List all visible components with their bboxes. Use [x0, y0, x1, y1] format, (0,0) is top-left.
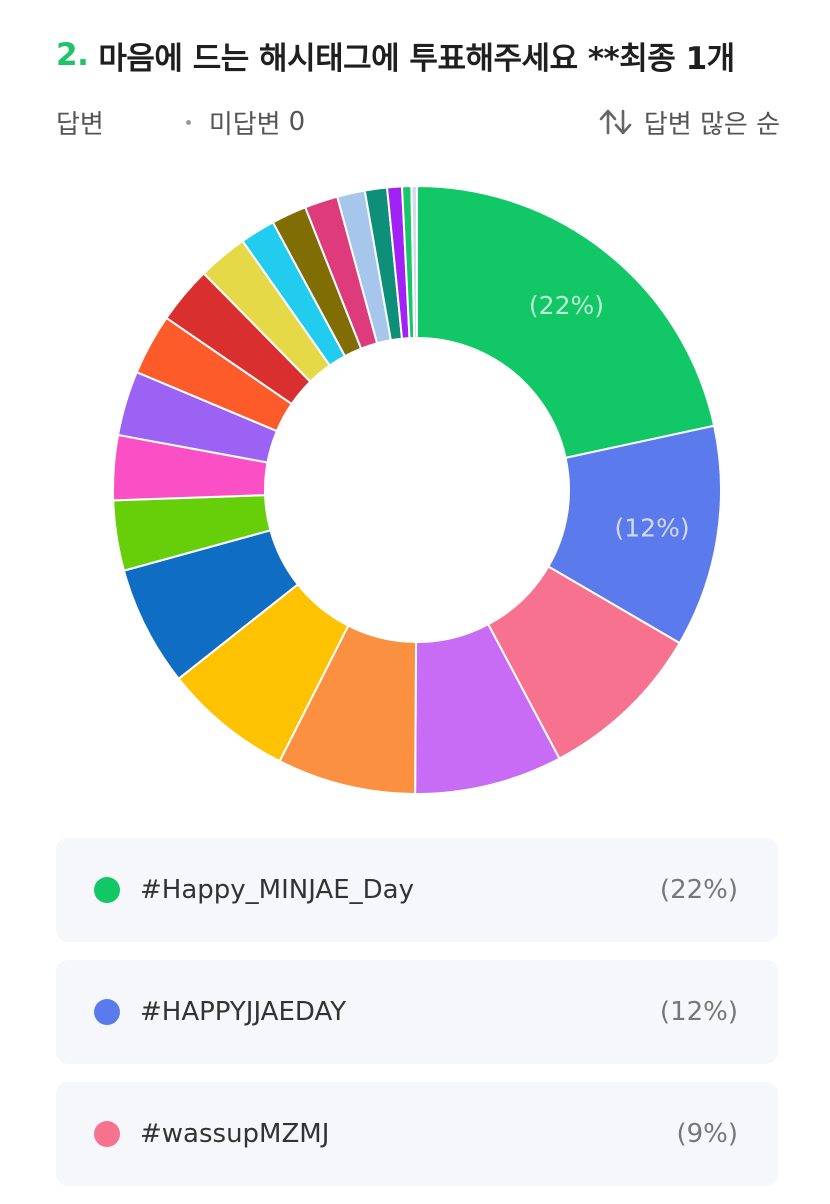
- legend-dot: [94, 877, 120, 903]
- donut-slice[interactable]: [416, 184, 716, 460]
- legend-percent: (9%): [676, 1119, 738, 1149]
- answered-tab[interactable]: 답변: [56, 109, 104, 140]
- question-header: 2. 마음에 드는 해시태그에 투표해주세요 **최종 1개: [56, 30, 790, 80]
- slice-percent-label: (22%): [529, 291, 604, 320]
- legend-item[interactable]: #Happy_MINJAE_Day (22%): [56, 838, 778, 942]
- legend-percent: (12%): [659, 997, 738, 1027]
- donut-slice[interactable]: [410, 184, 418, 340]
- unanswered-count: 0: [288, 107, 306, 137]
- unanswered-label[interactable]: 미답변: [208, 109, 281, 140]
- legend-percent: (22%): [659, 875, 738, 905]
- question-title: 마음에 드는 해시태그에 투표해주세요 **최종 1개: [98, 40, 735, 77]
- legend-item[interactable]: #HAPPYJJAEDAY (12%): [56, 960, 778, 1064]
- legend-label: #HAPPYJJAEDAY: [140, 997, 347, 1027]
- sort-arrows-icon: [598, 107, 634, 137]
- slice-percent-label: (12%): [615, 513, 690, 542]
- sort-button[interactable]: 답변 많은 순: [598, 104, 780, 141]
- donut-chart: (22%) (12%): [0, 170, 830, 810]
- legend-item[interactable]: #wassupMZMJ (9%): [56, 1082, 778, 1186]
- donut-slice[interactable]: [546, 424, 722, 645]
- separator-dot: [185, 119, 191, 125]
- legend-label: #wassupMZMJ: [140, 1119, 330, 1149]
- question-number: 2.: [56, 37, 89, 73]
- legend-label: #Happy_MINJAE_Day: [140, 875, 414, 905]
- legend-dot: [94, 1121, 120, 1147]
- donut-chart-svg: (22%) (12%): [112, 184, 722, 796]
- sort-label: 답변 많은 순: [643, 109, 780, 140]
- legend-list: #Happy_MINJAE_Day (22%) #HAPPYJJAEDAY (1…: [56, 838, 778, 1204]
- legend-dot: [94, 999, 120, 1025]
- answer-meta-row: 답변 미답변 0 답변 많은 순: [56, 100, 780, 144]
